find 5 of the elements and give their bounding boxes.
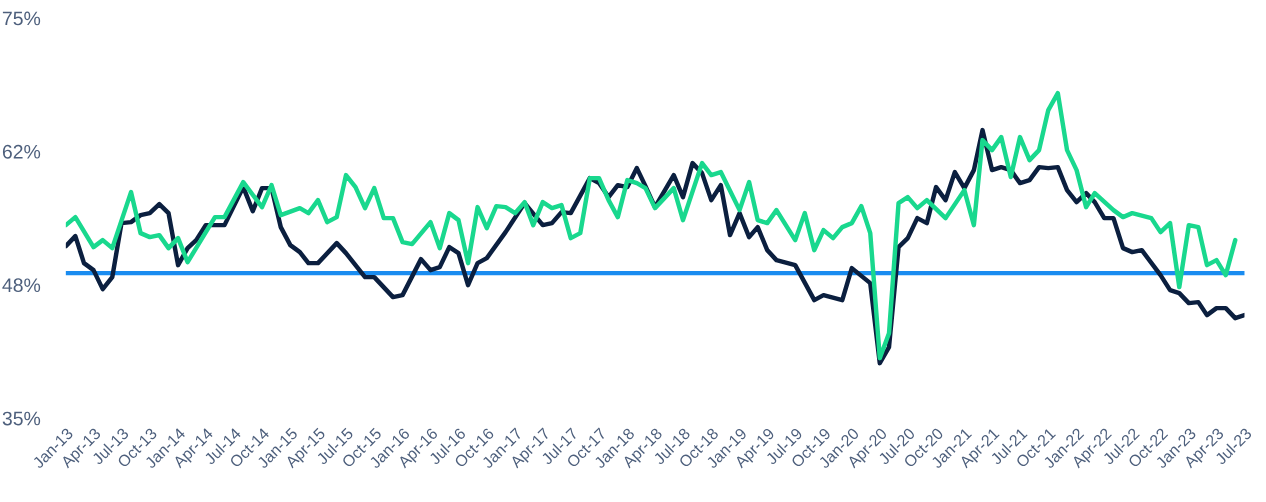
- line-series: [65, 90, 1238, 361]
- y-tick-label: 48%: [2, 278, 41, 293]
- y-tick-label: 75%: [2, 11, 41, 26]
- y-tick-label: 35%: [2, 411, 41, 426]
- y-tick-label: 62%: [2, 144, 41, 159]
